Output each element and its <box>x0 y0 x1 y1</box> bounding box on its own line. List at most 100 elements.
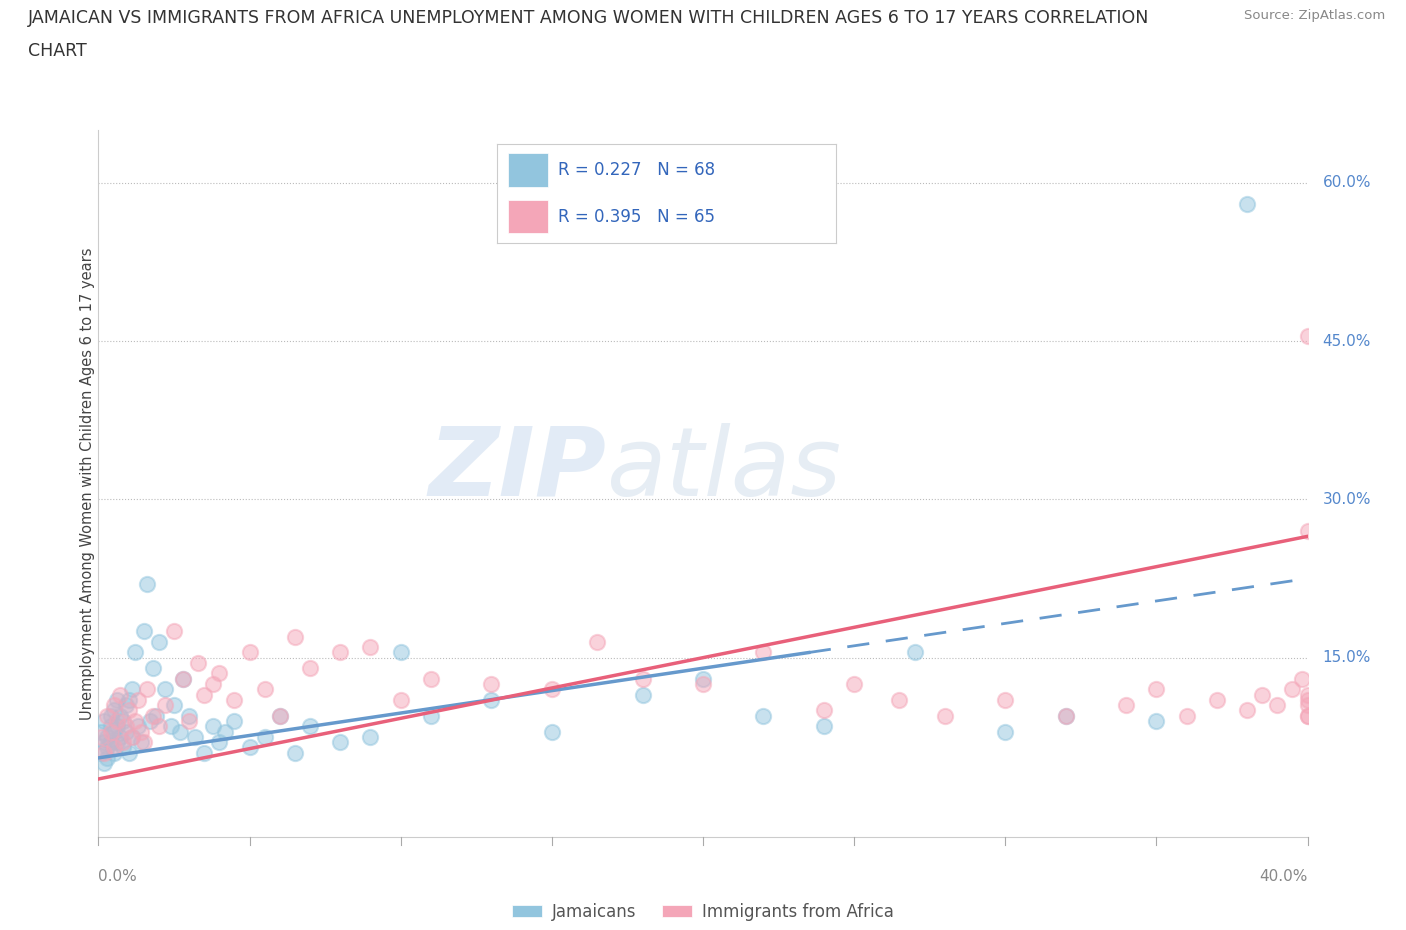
Point <box>160 719 183 734</box>
Point <box>90 729 112 744</box>
Point <box>93 713 115 728</box>
Point <box>540 724 562 739</box>
Point <box>100 735 122 750</box>
Point <box>389 644 412 659</box>
Point <box>208 666 231 681</box>
Text: CHART: CHART <box>28 42 87 60</box>
Point <box>177 713 201 728</box>
Point <box>269 709 291 724</box>
Text: 60.0%: 60.0% <box>1323 176 1371 191</box>
Point <box>127 693 149 708</box>
Point <box>108 709 131 724</box>
Point <box>208 735 231 750</box>
Point <box>934 709 956 724</box>
Point <box>1296 328 1319 343</box>
Point <box>1054 709 1077 724</box>
Point <box>1175 709 1198 724</box>
Point <box>135 682 157 697</box>
Point <box>129 724 152 739</box>
Point <box>329 644 352 659</box>
Point <box>93 745 115 760</box>
Point <box>127 719 149 734</box>
Point <box>145 709 167 724</box>
Point <box>419 709 441 724</box>
Point <box>96 751 118 765</box>
Point <box>1296 709 1319 724</box>
Point <box>121 682 143 697</box>
Point <box>103 703 125 718</box>
Text: 15.0%: 15.0% <box>1323 650 1371 665</box>
Point <box>329 735 352 750</box>
Point <box>299 661 322 676</box>
Point <box>813 703 835 718</box>
Point <box>103 698 125 712</box>
Point <box>284 629 307 644</box>
Point <box>631 671 654 686</box>
Point <box>193 745 215 760</box>
Point <box>139 713 162 728</box>
Point <box>153 698 176 712</box>
Point <box>142 661 165 676</box>
Point <box>93 756 115 771</box>
Point <box>118 703 141 718</box>
Point <box>1206 693 1229 708</box>
Point <box>124 644 146 659</box>
Point <box>202 719 225 734</box>
Point <box>153 682 176 697</box>
Point <box>148 634 170 649</box>
Point <box>752 644 775 659</box>
Point <box>118 745 141 760</box>
Point <box>631 687 654 702</box>
Point <box>692 677 714 692</box>
Point <box>994 693 1017 708</box>
Point <box>214 724 236 739</box>
Point <box>1265 698 1288 712</box>
Point <box>118 693 141 708</box>
Point <box>114 719 136 734</box>
Point <box>103 724 125 739</box>
Point <box>1115 698 1137 712</box>
Point <box>132 624 155 639</box>
Point <box>93 735 115 750</box>
Point <box>1296 687 1319 702</box>
Point <box>269 709 291 724</box>
Point <box>111 735 134 750</box>
Point <box>586 634 609 649</box>
Point <box>481 677 503 692</box>
Point <box>111 713 134 728</box>
Point <box>1296 698 1319 712</box>
Point <box>148 719 170 734</box>
Text: Source: ZipAtlas.com: Source: ZipAtlas.com <box>1244 9 1385 22</box>
Point <box>994 724 1017 739</box>
Point <box>121 729 143 744</box>
Point <box>177 709 201 724</box>
Point <box>184 729 207 744</box>
Point <box>813 719 835 734</box>
Point <box>752 709 775 724</box>
Point <box>889 693 911 708</box>
Point <box>389 693 412 708</box>
Point <box>100 719 122 734</box>
Point <box>1144 713 1167 728</box>
Text: atlas: atlas <box>606 423 841 516</box>
Point <box>103 740 125 755</box>
Point <box>105 713 128 728</box>
Point <box>360 729 382 744</box>
Point <box>299 719 322 734</box>
Point <box>253 729 276 744</box>
Text: JAMAICAN VS IMMIGRANTS FROM AFRICA UNEMPLOYMENT AMONG WOMEN WITH CHILDREN AGES 6: JAMAICAN VS IMMIGRANTS FROM AFRICA UNEMP… <box>28 9 1150 27</box>
Point <box>1251 687 1274 702</box>
Point <box>172 671 194 686</box>
Point <box>481 693 503 708</box>
Point <box>1291 671 1313 686</box>
Point <box>253 682 276 697</box>
Point <box>1144 682 1167 697</box>
Point <box>284 745 307 760</box>
Point <box>103 745 125 760</box>
Point <box>193 687 215 702</box>
Point <box>169 724 191 739</box>
Point <box>692 671 714 686</box>
Point <box>142 709 165 724</box>
Point <box>172 671 194 686</box>
Point <box>96 709 118 724</box>
